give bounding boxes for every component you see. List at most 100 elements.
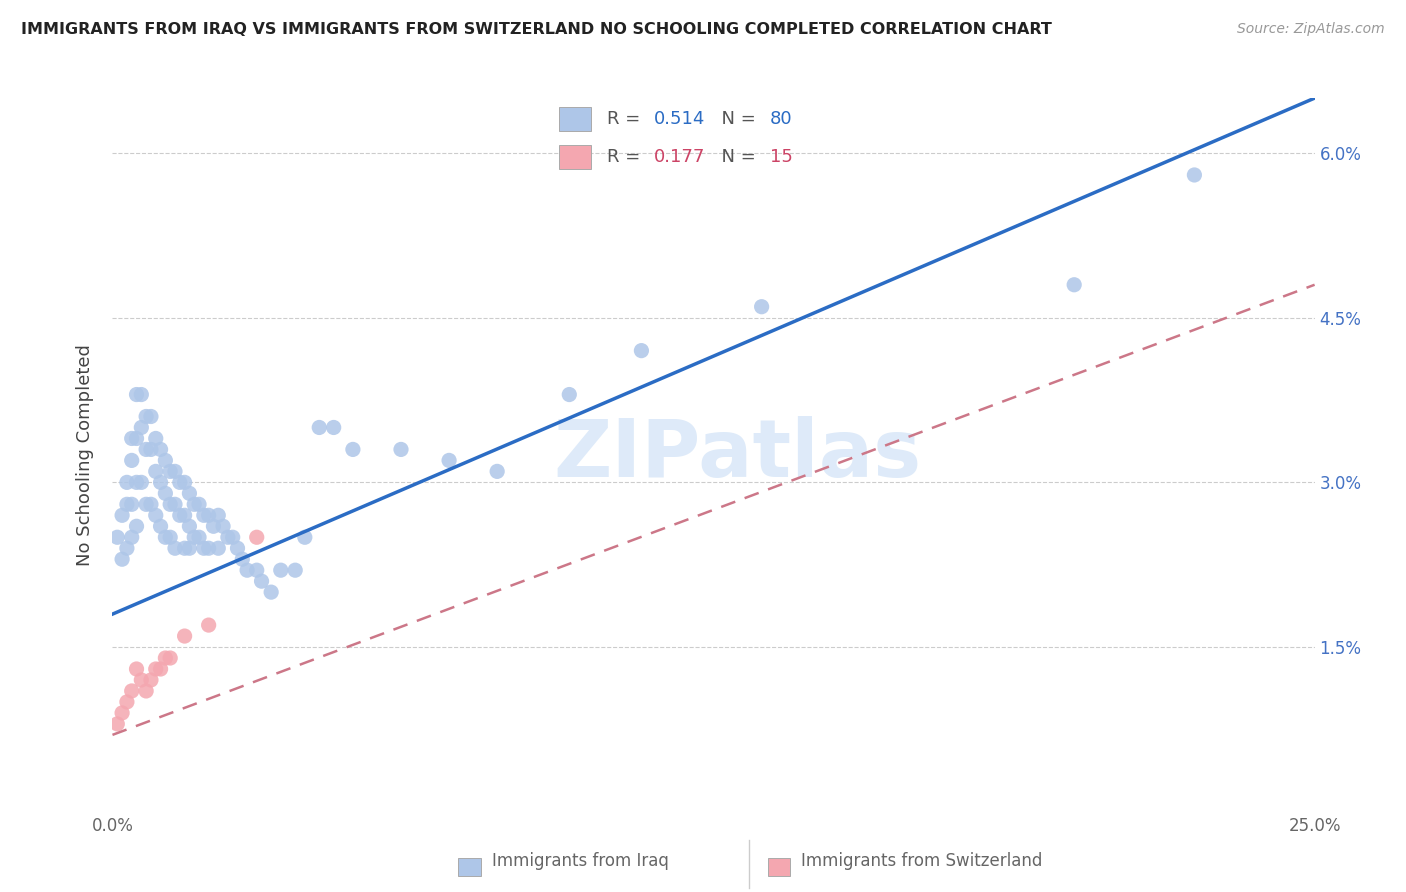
FancyBboxPatch shape [768, 858, 790, 876]
Point [193, 508, 215, 523]
Point [121, 530, 143, 544]
Point [125, 519, 148, 533]
Point [207, 541, 229, 556]
Point [751, 300, 773, 314]
Point [155, 453, 177, 467]
Text: N =: N = [710, 148, 762, 166]
Text: R =: R = [607, 148, 647, 166]
Point [294, 530, 316, 544]
Point [121, 453, 143, 467]
Point [111, 706, 134, 720]
Text: Source: ZipAtlas.com: Source: ZipAtlas.com [1237, 22, 1385, 37]
Point [389, 442, 412, 457]
Text: IMMIGRANTS FROM IRAQ VS IMMIGRANTS FROM SWITZERLAND NO SCHOOLING COMPLETED CORRE: IMMIGRANTS FROM IRAQ VS IMMIGRANTS FROM … [21, 22, 1052, 37]
Point [159, 497, 181, 511]
Point [115, 497, 138, 511]
Point [486, 464, 509, 478]
Point [197, 541, 219, 556]
Point [322, 420, 344, 434]
Point [145, 464, 167, 478]
Point [125, 475, 148, 490]
Point [159, 651, 181, 665]
Point [139, 409, 162, 424]
Point [173, 475, 195, 490]
Text: 15: 15 [770, 148, 793, 166]
Point [212, 519, 235, 533]
Point [131, 420, 153, 434]
Point [149, 442, 172, 457]
Text: 0.514: 0.514 [654, 110, 706, 128]
FancyBboxPatch shape [560, 145, 591, 169]
Point [125, 387, 148, 401]
Point [115, 695, 138, 709]
Point [250, 574, 273, 589]
Point [121, 432, 143, 446]
Point [231, 552, 253, 566]
Point [236, 563, 259, 577]
Point [1184, 168, 1206, 182]
Point [115, 475, 138, 490]
Text: ZIPatlas: ZIPatlas [554, 416, 922, 494]
Point [197, 618, 219, 632]
Point [139, 673, 162, 687]
Point [115, 541, 138, 556]
Text: R =: R = [607, 110, 647, 128]
Point [149, 475, 172, 490]
Point [105, 530, 128, 544]
Point [183, 497, 205, 511]
Point [197, 508, 219, 523]
Point [202, 519, 225, 533]
Point [179, 486, 201, 500]
Point [179, 541, 201, 556]
Point [163, 464, 186, 478]
Point [135, 442, 157, 457]
Point [169, 475, 191, 490]
Point [125, 662, 148, 676]
Point [173, 541, 195, 556]
Point [284, 563, 307, 577]
Point [111, 508, 134, 523]
Point [1063, 277, 1085, 292]
Point [135, 409, 157, 424]
Point [149, 662, 172, 676]
Point [145, 662, 167, 676]
Text: 0.177: 0.177 [654, 148, 706, 166]
Point [125, 432, 148, 446]
Point [179, 519, 201, 533]
Text: N =: N = [710, 110, 762, 128]
Point [246, 530, 269, 544]
Point [131, 387, 153, 401]
Point [260, 585, 283, 599]
Point [145, 432, 167, 446]
Point [193, 541, 215, 556]
Point [163, 497, 186, 511]
Point [183, 530, 205, 544]
Point [169, 508, 191, 523]
Point [308, 420, 330, 434]
Point [188, 530, 211, 544]
Point [437, 453, 460, 467]
Point [149, 519, 172, 533]
Point [342, 442, 364, 457]
Point [135, 497, 157, 511]
Point [105, 717, 128, 731]
Point [630, 343, 652, 358]
Point [135, 684, 157, 698]
FancyBboxPatch shape [560, 107, 591, 131]
Point [155, 530, 177, 544]
Point [139, 442, 162, 457]
Point [131, 673, 153, 687]
Point [207, 508, 229, 523]
Point [145, 508, 167, 523]
Point [222, 530, 245, 544]
Point [163, 541, 186, 556]
Text: 80: 80 [770, 110, 793, 128]
Point [155, 651, 177, 665]
Point [173, 629, 195, 643]
Point [558, 387, 581, 401]
Point [270, 563, 292, 577]
Point [131, 475, 153, 490]
Y-axis label: No Schooling Completed: No Schooling Completed [76, 344, 94, 566]
FancyBboxPatch shape [458, 858, 481, 876]
Point [217, 530, 239, 544]
